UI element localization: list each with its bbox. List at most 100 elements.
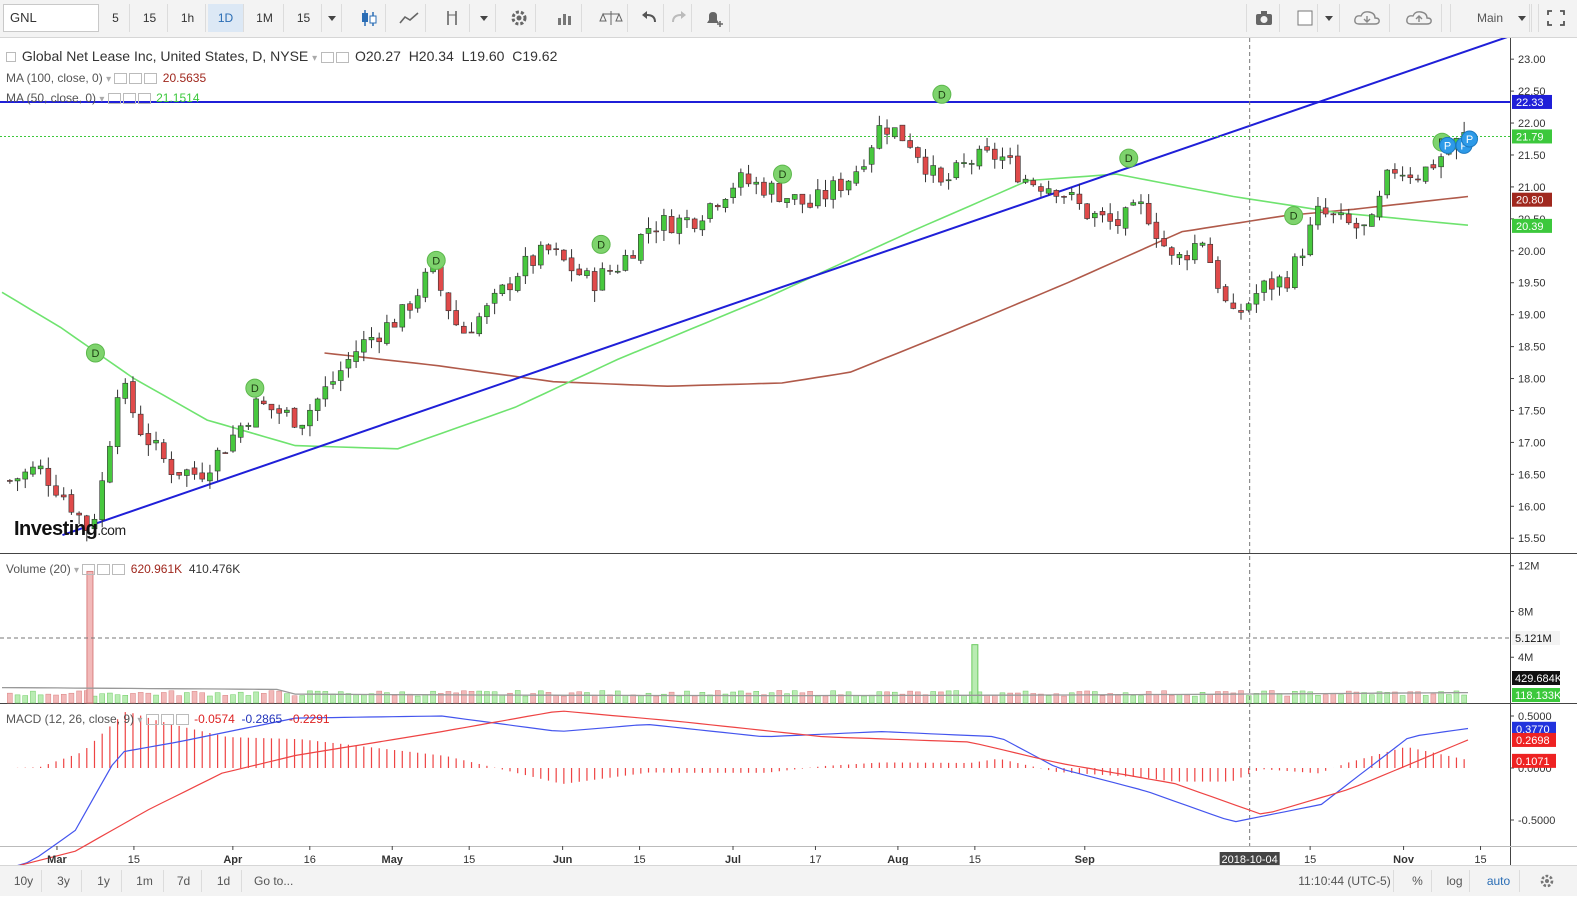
legend-settings-icon[interactable] — [336, 51, 350, 63]
candle-body — [1268, 278, 1275, 290]
macd-remove-icon[interactable] — [175, 714, 189, 726]
interval-dropdown-icon[interactable] — [322, 4, 342, 32]
candle-body — [907, 140, 913, 148]
volume-bar — [961, 695, 967, 704]
interval-5-button[interactable]: 5 — [102, 4, 130, 32]
candle-body — [1053, 190, 1060, 197]
volume-bar — [1045, 695, 1052, 704]
candle-body — [322, 386, 329, 400]
volume-settings-icon[interactable] — [97, 564, 111, 576]
ma100-dropdown-icon[interactable]: ▾ — [106, 74, 112, 85]
auto-scale-toggle[interactable]: auto — [1478, 870, 1520, 892]
range-7d-button[interactable]: 7d — [166, 870, 202, 892]
cloud-upload-icon[interactable] — [1400, 4, 1442, 32]
interval-1d-button[interactable]: 1D — [208, 4, 244, 32]
price-axis: 23.0022.5022.0021.5021.0020.5020.0019.50… — [1510, 54, 1555, 827]
time-tick-label: 15 — [633, 854, 645, 865]
undo-icon[interactable] — [636, 4, 664, 32]
candle-body — [1084, 203, 1090, 219]
dividend-marker — [245, 378, 265, 398]
volume-bar — [645, 692, 652, 704]
range-1m-button[interactable]: 1m — [126, 870, 164, 892]
theme-dropdown-icon[interactable] — [1318, 4, 1340, 32]
candle-body — [1361, 224, 1367, 227]
layout-dropdown-icon[interactable] — [1512, 4, 1532, 32]
candles-icon[interactable] — [352, 4, 386, 32]
log-scale-toggle[interactable]: log — [1440, 870, 1470, 892]
price-legend-title: Global Net Lease Inc, United States, D, … — [21, 48, 309, 64]
cloud-download-icon[interactable] — [1348, 4, 1390, 32]
volume-visibility-icon[interactable] — [82, 564, 96, 576]
volume-bar — [676, 695, 683, 704]
volume-dropdown-icon[interactable]: ▾ — [74, 565, 80, 576]
volume-bar — [1007, 692, 1013, 704]
candle-body — [845, 180, 852, 191]
fullscreen-icon[interactable] — [1538, 4, 1572, 32]
legend-dropdown-icon[interactable]: ▾ — [312, 53, 318, 64]
collapse-icon[interactable] — [6, 52, 16, 63]
volume-bar — [1176, 694, 1183, 704]
indicators-icon[interactable] — [392, 4, 426, 32]
ma100-settings-icon[interactable] — [129, 73, 143, 85]
candle-body — [145, 433, 152, 446]
compare-icon[interactable] — [436, 4, 470, 32]
bottom-settings-icon[interactable] — [1530, 870, 1564, 892]
macd-visibility-icon[interactable] — [145, 714, 159, 726]
interval-1h-button[interactable]: 1h — [170, 4, 206, 32]
candle-body — [160, 442, 167, 460]
percent-scale-toggle[interactable]: % — [1404, 870, 1432, 892]
candle-body — [761, 181, 767, 196]
candle-body — [1107, 213, 1113, 222]
ma50-settings-icon[interactable] — [122, 93, 136, 105]
volume-bar — [845, 691, 852, 704]
volume-bar — [60, 693, 67, 704]
scale-icon[interactable] — [594, 4, 628, 32]
ma50-visibility-icon[interactable] — [107, 93, 121, 105]
settings-gear-icon[interactable] — [502, 4, 536, 32]
candle-body — [230, 434, 236, 452]
dividend-marker-label: D — [432, 255, 440, 267]
redo-icon[interactable] — [664, 4, 692, 32]
alert-bell-icon[interactable] — [696, 4, 730, 32]
ma100-visibility-icon[interactable] — [114, 73, 128, 85]
volume-bar — [1238, 690, 1244, 704]
range-10y-button[interactable]: 10y — [6, 870, 42, 892]
candle-body — [353, 351, 359, 362]
volume-bar — [307, 690, 313, 704]
goto-button[interactable]: Go to... — [254, 874, 294, 888]
volume-bar — [237, 691, 244, 704]
compare-dropdown-icon[interactable] — [472, 4, 496, 32]
ma50-remove-icon[interactable] — [137, 93, 151, 105]
volume-bar — [330, 693, 336, 704]
ma50-dropdown-icon[interactable]: ▾ — [99, 94, 105, 105]
ma100-remove-icon[interactable] — [144, 73, 158, 85]
interval-1m-button[interactable]: 1M — [246, 4, 284, 32]
range-1d-button[interactable]: 1d — [206, 870, 242, 892]
range-3y-button[interactable]: 3y — [46, 870, 82, 892]
volume-remove-icon[interactable] — [112, 564, 126, 576]
interval-15-button[interactable]: 15 — [132, 4, 168, 32]
volume-bar — [522, 695, 529, 704]
candle-body — [445, 292, 452, 312]
macd-value-1: -0.0574 — [194, 712, 235, 726]
volume-tag — [1512, 671, 1560, 685]
macd-label: MACD (12, 26, close, 9) — [6, 712, 135, 726]
bar-chart-icon[interactable] — [548, 4, 582, 32]
legend-visibility-icon[interactable] — [321, 51, 335, 63]
macd-dropdown-icon[interactable]: ▾ — [137, 715, 143, 726]
candle-body — [222, 452, 229, 454]
theme-square-icon[interactable] — [1292, 4, 1318, 32]
symbol-input[interactable]: GNL — [3, 4, 99, 32]
volume-bar — [614, 690, 621, 704]
camera-icon[interactable] — [1246, 4, 1280, 32]
volume-bar — [984, 694, 990, 704]
candle-body — [561, 249, 567, 261]
volume-bar — [160, 692, 167, 704]
range-1y-button[interactable]: 1y — [86, 870, 122, 892]
layout-select[interactable]: Main — [1450, 4, 1530, 32]
interval-15-extra-button[interactable]: 15 — [286, 4, 322, 32]
chart-area[interactable]: DDDDDDDDDPPP 23.0022.5022.0021.5021.0020… — [0, 38, 1577, 865]
macd-settings-icon[interactable] — [160, 714, 174, 726]
candle-body — [461, 325, 467, 334]
volume-bar — [691, 695, 698, 704]
